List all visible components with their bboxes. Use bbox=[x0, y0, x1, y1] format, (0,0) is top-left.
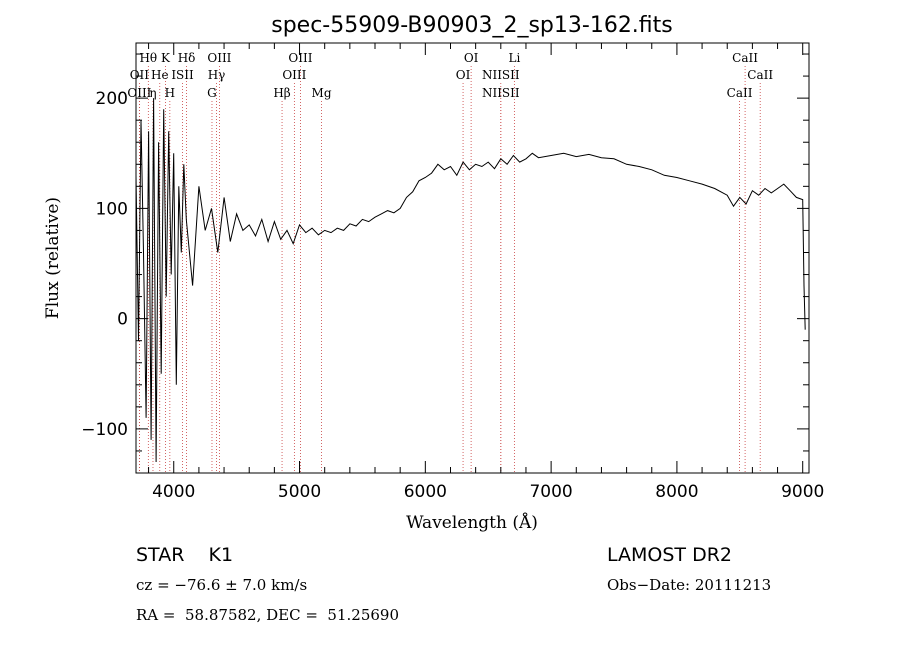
y-tick-label: 100 bbox=[96, 199, 128, 219]
line-marker-label: OIII bbox=[207, 51, 231, 65]
obs-date: Obs−Date: 20111213 bbox=[607, 576, 771, 594]
line-marker-label: OII bbox=[130, 68, 150, 82]
line-marker-label: Mg bbox=[312, 86, 332, 100]
x-tick-label: 6000 bbox=[404, 482, 447, 502]
x-tick-label: 9000 bbox=[781, 482, 824, 502]
line-marker-label: OI bbox=[464, 51, 479, 65]
line-marker-label: η bbox=[149, 86, 156, 100]
x-tick-label: 7000 bbox=[529, 482, 572, 502]
line-marker-label: Hθ bbox=[139, 51, 157, 65]
spectrum-line bbox=[135, 98, 806, 463]
chart-title: spec-55909-B90903_2_sp13-162.fits bbox=[271, 13, 673, 38]
axis-ticks: 4000 5000 6000 7000 8000 9000 −100 0 100 200 bbox=[81, 43, 824, 502]
line-marker-label: K bbox=[161, 51, 171, 65]
y-tick-label: 0 bbox=[117, 310, 128, 330]
x-tick-label: 8000 bbox=[655, 482, 698, 502]
coordinates-readout: RA = 58.87582, DEC = 51.25690 bbox=[136, 606, 399, 624]
x-tick-label: 4000 bbox=[152, 482, 195, 502]
survey-name: LAMOST DR2 bbox=[607, 544, 732, 566]
line-marker-label: CaII bbox=[747, 68, 773, 82]
object-class: STAR K1 bbox=[136, 544, 233, 566]
line-marker-label: CaII bbox=[727, 86, 753, 100]
x-tick-label: 5000 bbox=[278, 482, 321, 502]
y-tick-label: 200 bbox=[96, 89, 128, 109]
line-marker-label: G bbox=[207, 86, 217, 100]
y-axis-label: Flux (relative) bbox=[43, 197, 63, 319]
plot-frame bbox=[135, 42, 810, 474]
line-marker-label: He bbox=[151, 68, 169, 82]
line-marker-label: Hδ bbox=[178, 51, 196, 65]
line-marker-label: Li bbox=[508, 51, 520, 65]
velocity-readout: cz = −76.6 ± 7.0 km/s bbox=[136, 576, 307, 594]
line-marker-label: CaII bbox=[732, 51, 758, 65]
x-axis-label: Wavelength (Å) bbox=[406, 512, 538, 533]
line-marker-label: ISII bbox=[171, 68, 194, 82]
line-marker-label: OIII bbox=[282, 68, 306, 82]
line-marker-label: Hβ bbox=[273, 86, 290, 100]
line-marker-label: NIISII bbox=[482, 86, 520, 100]
line-marker-label: OIII bbox=[288, 51, 312, 65]
y-tick-label: −100 bbox=[81, 420, 128, 440]
line-marker-label: OIII bbox=[127, 86, 151, 100]
line-marker-label: Hγ bbox=[208, 68, 226, 82]
line-marker-label: H bbox=[165, 86, 175, 100]
line-marker-label: NIISII bbox=[482, 68, 520, 82]
line-marker-label: OI bbox=[456, 68, 471, 82]
